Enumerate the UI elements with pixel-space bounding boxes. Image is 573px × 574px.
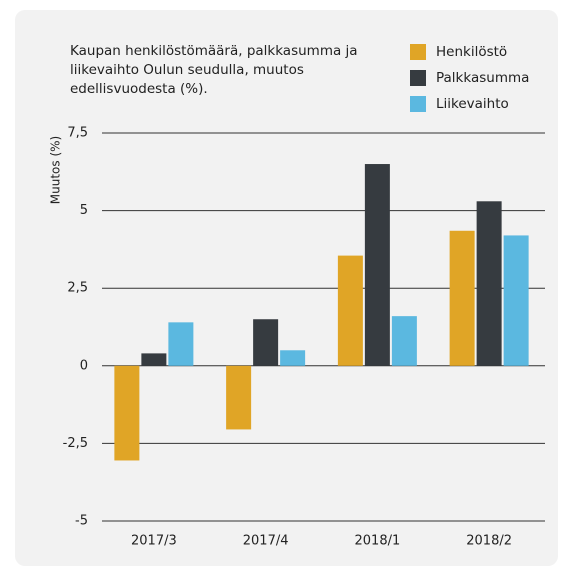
y-tick-label: -2,5: [63, 436, 88, 451]
bar: [503, 235, 529, 366]
bar: [364, 164, 390, 366]
bar: [280, 350, 306, 366]
legend-label: Henkilöstö: [436, 44, 507, 60]
y-axis-label: Muutos (%): [49, 136, 63, 204]
x-tick-label: 2018/2: [466, 534, 512, 549]
bar: [449, 230, 475, 366]
bar: [226, 365, 252, 430]
legend-swatch: [410, 70, 426, 86]
bar: [391, 316, 417, 366]
y-tick-label: -5: [75, 514, 88, 529]
bar: [168, 322, 194, 366]
legend-swatch: [410, 44, 426, 60]
legend-label: Liikevaihto: [436, 96, 509, 112]
y-tick-label: 5: [80, 203, 88, 218]
x-tick-label: 2017/3: [131, 534, 177, 549]
bar: [337, 255, 363, 366]
x-tick-label: 2018/1: [355, 534, 401, 549]
chart-title: Kaupan henkilöstömäärä, palkkasumma ja l…: [70, 43, 358, 97]
bar: [141, 353, 167, 366]
x-tick-label: 2017/4: [243, 534, 289, 549]
bar: [253, 319, 279, 366]
legend-swatch: [410, 96, 426, 112]
y-tick-label: 2,5: [67, 281, 88, 296]
y-tick-label: 7,5: [67, 126, 88, 141]
legend-label: Palkkasumma: [436, 70, 529, 86]
y-tick-label: 0: [80, 358, 88, 373]
bar: [114, 365, 140, 461]
bar: [476, 201, 502, 366]
